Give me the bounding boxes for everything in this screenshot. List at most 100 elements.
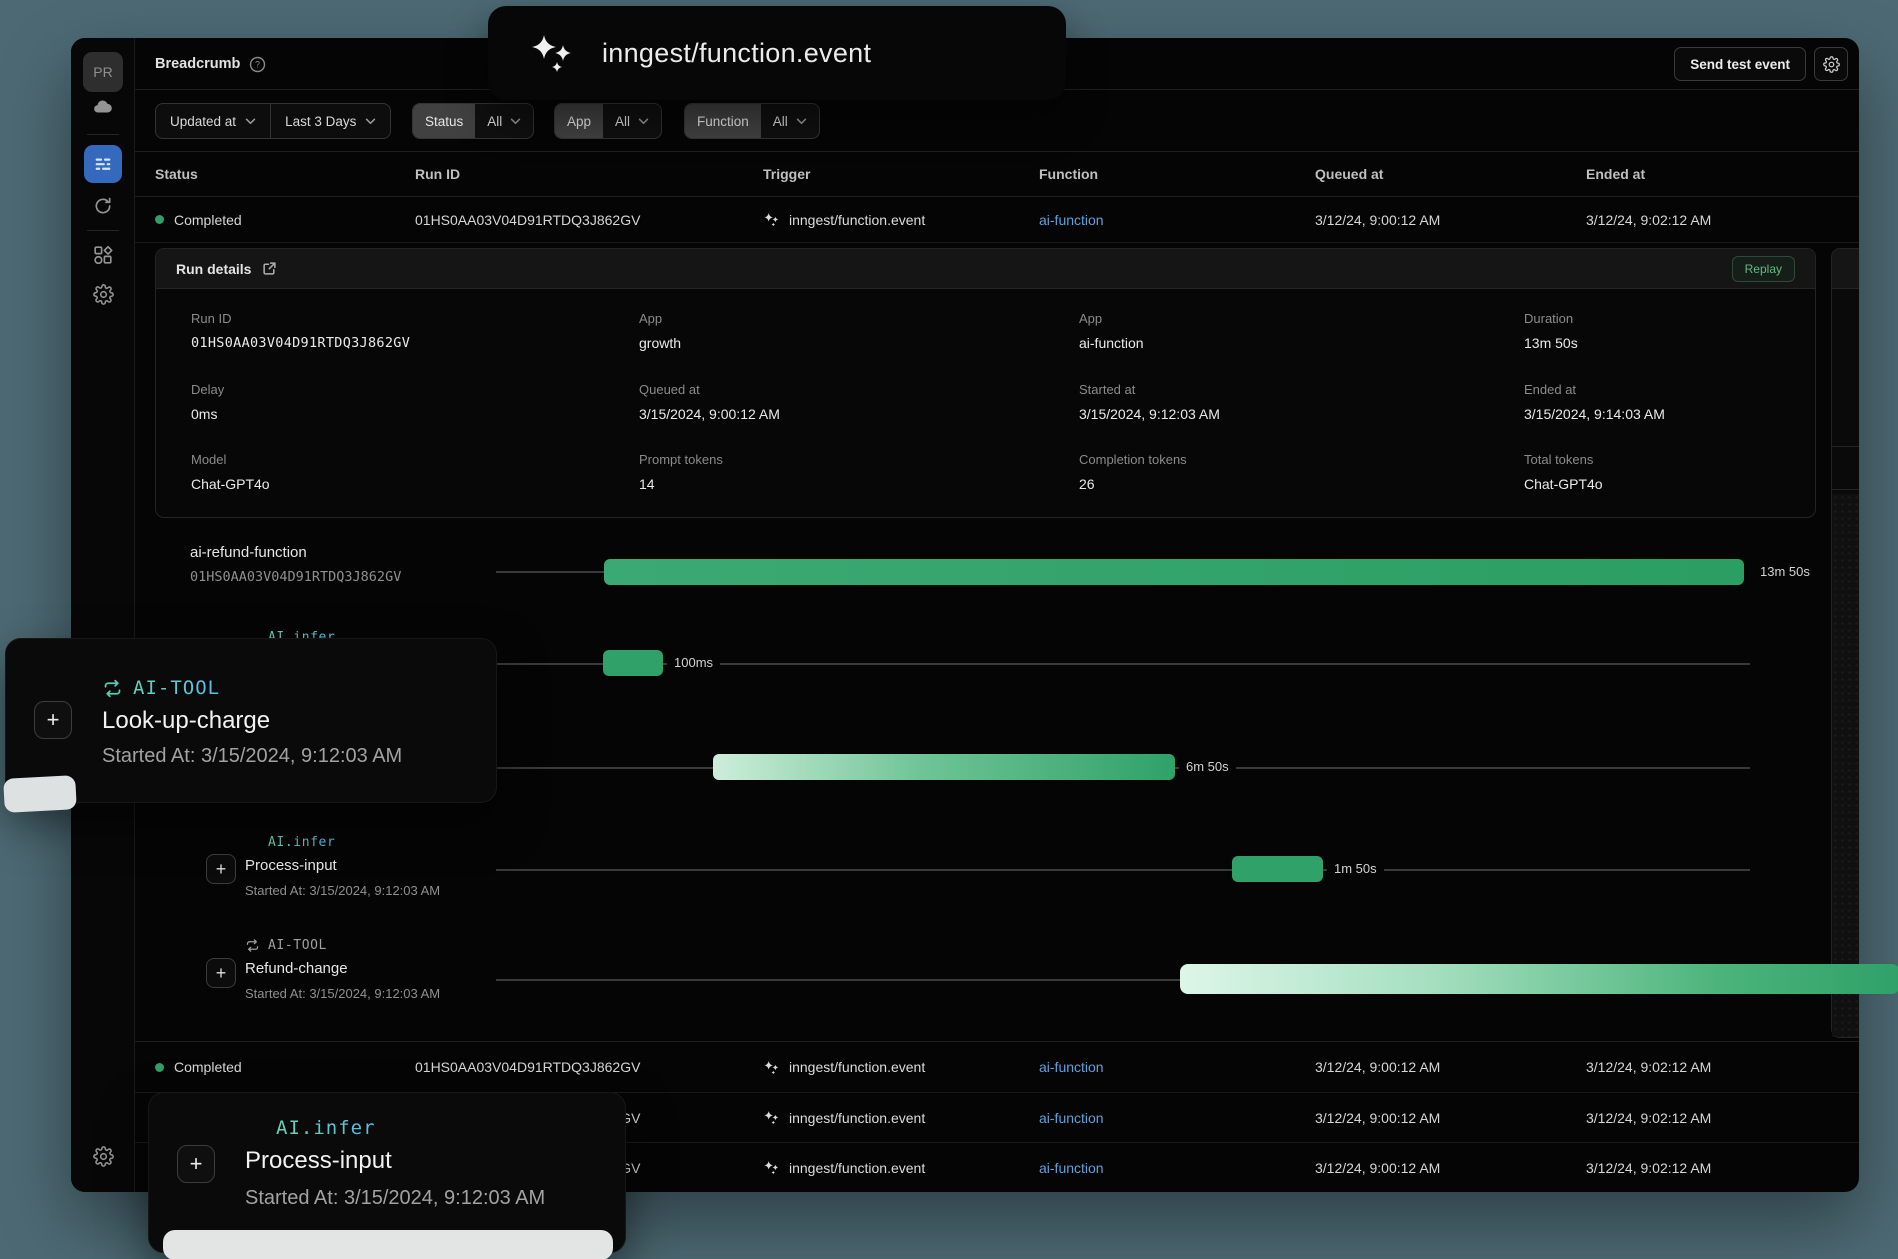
sparkle-icon bbox=[763, 1109, 780, 1126]
timeline-track bbox=[496, 663, 1750, 665]
field-model: Model Chat-GPT4o bbox=[191, 452, 270, 492]
date-range-dropdown[interactable]: Last 3 Days bbox=[270, 104, 390, 138]
sparkle-icon bbox=[763, 1059, 780, 1076]
chevron-down-icon bbox=[365, 118, 376, 125]
gantt-bar-step3[interactable] bbox=[1232, 856, 1323, 882]
event-name: inngest/function.event bbox=[602, 37, 872, 68]
field-delay: Delay 0ms bbox=[191, 382, 225, 422]
chevron-down-icon bbox=[245, 118, 256, 125]
event-popover: inngest/function.event bbox=[488, 6, 1066, 100]
expand-step-button[interactable]: + bbox=[177, 1145, 215, 1183]
app-link[interactable]: ai-function bbox=[1079, 335, 1144, 351]
table-row[interactable]: Completed 01HS0AA03V04D91RTDQ3J862GV inn… bbox=[135, 196, 1859, 243]
help-icon[interactable] bbox=[249, 56, 266, 73]
step-kind-label: AI.infer bbox=[245, 835, 335, 850]
field-completion-tokens: Completion tokens 26 bbox=[1079, 452, 1187, 492]
bar-duration: 13m 50s bbox=[1760, 564, 1810, 579]
step-name[interactable]: Refund-change bbox=[245, 960, 348, 977]
col-ended-at: Ended at bbox=[1586, 166, 1646, 182]
field-duration: Duration 13m 50s bbox=[1524, 311, 1578, 351]
cloud-icon[interactable] bbox=[71, 96, 135, 118]
sparkle-icon bbox=[763, 1159, 780, 1176]
sidebar-divider bbox=[87, 134, 119, 135]
function-link[interactable]: ai-function bbox=[1039, 211, 1104, 228]
expand-step-button[interactable]: + bbox=[206, 958, 236, 988]
timeline-root-run-id: 01HS0AA03V04D91RTDQ3J862GV bbox=[190, 569, 402, 585]
step-name: Process-input bbox=[245, 1147, 392, 1174]
step-name[interactable]: Process-input bbox=[245, 857, 337, 874]
function-link[interactable]: ai-function bbox=[1039, 1059, 1104, 1075]
sparkle-icon bbox=[245, 835, 260, 850]
table-row[interactable]: Completed 01HS0AA03V04D91RTDQ3J862GV inn… bbox=[135, 1042, 1859, 1092]
refresh-icon[interactable] bbox=[71, 196, 135, 216]
repeat-loop-icon bbox=[102, 678, 123, 699]
main-content: Breadcrumb Send test event Updated at La… bbox=[135, 38, 1898, 1192]
sort-field-dropdown[interactable]: Updated at bbox=[156, 104, 270, 138]
step-name: Look-up-charge bbox=[102, 707, 271, 734]
next-run-panel-peek bbox=[1831, 248, 1859, 1038]
field-total-tokens: Total tokens Chat-GPT4o bbox=[1524, 452, 1603, 492]
app-link[interactable]: growth bbox=[639, 335, 682, 351]
function-link[interactable]: ai-function bbox=[1039, 1159, 1104, 1176]
expand-step-button[interactable]: + bbox=[34, 701, 72, 739]
repeat-loop-icon bbox=[245, 938, 260, 953]
filter-bar: Updated at Last 3 Days Status All App Al… bbox=[135, 90, 1859, 152]
sparkle-icon bbox=[245, 1118, 266, 1139]
settings-gear-icon[interactable] bbox=[71, 284, 135, 305]
status-dot bbox=[155, 215, 164, 224]
breadcrumb[interactable]: Breadcrumb bbox=[155, 56, 241, 72]
sparkle-icon bbox=[763, 211, 780, 228]
bar-duration: 100ms bbox=[667, 655, 721, 670]
gantt-bar-step1[interactable] bbox=[603, 650, 663, 676]
col-queued-at: Queued at bbox=[1315, 166, 1384, 182]
function-link[interactable]: ai-function bbox=[1039, 1109, 1104, 1126]
field-queued-at: Queued at 3/15/2024, 9:00:12 AM bbox=[639, 382, 780, 422]
bar-duration: 6m 50s bbox=[1179, 759, 1236, 774]
chevron-down-icon bbox=[796, 118, 807, 125]
sidebar: PR bbox=[71, 38, 135, 1192]
col-run-id: Run ID bbox=[415, 166, 461, 182]
timeline-track bbox=[496, 869, 1750, 871]
settings-button[interactable] bbox=[1814, 47, 1848, 81]
timeline-track bbox=[496, 979, 1186, 981]
sort-dropdown-group: Updated at Last 3 Days bbox=[155, 103, 392, 139]
run-details-panel: Run details Replay Run ID 01HS0AA03V04D9… bbox=[155, 248, 1816, 518]
gantt-bar-root[interactable] bbox=[604, 559, 1744, 585]
chevron-down-icon bbox=[638, 118, 649, 125]
step-started-at: Started At: 3/15/2024, 9:12:03 AM bbox=[245, 986, 441, 1001]
gantt-bar-step2[interactable] bbox=[713, 754, 1175, 780]
bar-duration: 1m 50s bbox=[1327, 861, 1384, 876]
sidebar-item-runs[interactable] bbox=[84, 145, 122, 183]
chevron-down-icon bbox=[510, 118, 521, 125]
avatar[interactable]: PR bbox=[83, 52, 123, 92]
field-prompt-tokens: Prompt tokens 14 bbox=[639, 452, 723, 492]
apps-grid-icon[interactable] bbox=[71, 244, 135, 266]
gantt-bar-step4[interactable] bbox=[1180, 964, 1898, 994]
timeline-root-name[interactable]: ai-refund-function bbox=[190, 544, 307, 561]
step-started-at: Started At: 3/15/2024, 9:12:03 AM bbox=[102, 745, 403, 767]
send-test-event-button[interactable]: Send test event bbox=[1674, 47, 1806, 81]
step-kind-label: AI-TOOL bbox=[245, 938, 327, 953]
step-popover-ai-infer: AI.infer + Process-input Started At: 3/1… bbox=[148, 1092, 626, 1259]
section-divider bbox=[135, 1041, 1859, 1042]
col-function: Function bbox=[1039, 166, 1099, 182]
step-started-at: Started At: 3/15/2024, 9:12:03 AM bbox=[245, 883, 441, 898]
bottom-gear-icon[interactable] bbox=[71, 1146, 135, 1167]
field-app: App ai-function bbox=[1079, 311, 1144, 351]
app-window: PR Breadcrumb Send test event Updat bbox=[71, 38, 1898, 1192]
status-filter[interactable]: Status All bbox=[412, 103, 535, 139]
step-started-at: Started At: 3/15/2024, 9:12:03 AM bbox=[245, 1187, 546, 1209]
field-app: App growth bbox=[639, 311, 682, 351]
replay-button[interactable]: Replay bbox=[1731, 256, 1795, 282]
run-details-title: Run details bbox=[176, 260, 252, 277]
field-run-id: Run ID 01HS0AA03V04D91RTDQ3J862GV bbox=[191, 311, 411, 351]
app-filter[interactable]: App All bbox=[554, 103, 663, 139]
step-popover-ai-tool: AI-TOOL + Look-up-charge Started At: 3/1… bbox=[5, 638, 497, 803]
field-ended-at: Ended at 3/15/2024, 9:14:03 AM bbox=[1524, 382, 1665, 422]
function-filter[interactable]: Function All bbox=[684, 103, 820, 139]
expand-step-button[interactable]: + bbox=[206, 854, 236, 884]
col-status: Status bbox=[155, 166, 198, 182]
table-header: Status Run ID Trigger Function Queued at… bbox=[135, 152, 1859, 196]
external-link-icon[interactable] bbox=[262, 261, 277, 276]
col-trigger: Trigger bbox=[763, 166, 811, 182]
